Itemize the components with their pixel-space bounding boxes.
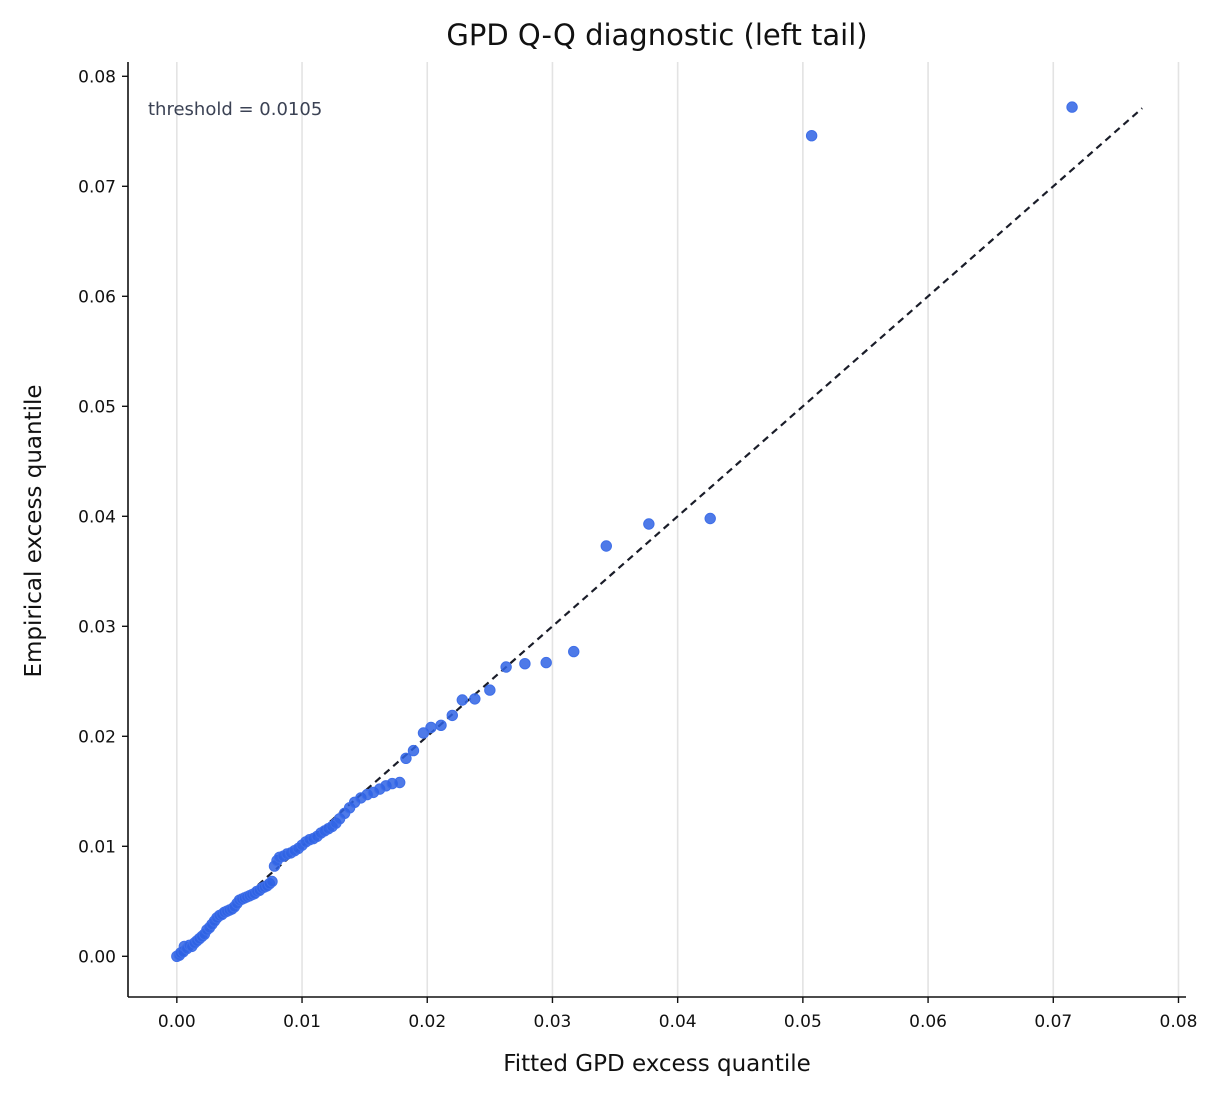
data-point-77 — [484, 684, 496, 696]
data-point-75 — [456, 694, 469, 706]
x-tick-label-8: 0.08 — [1160, 1012, 1198, 1032]
data-point-70 — [407, 744, 420, 757]
data-point-68 — [393, 776, 406, 789]
points-layer — [171, 101, 1078, 962]
reference-line-layer — [176, 107, 1143, 958]
x-tick-label-2: 0.02 — [408, 1012, 446, 1032]
data-point-71 — [417, 727, 430, 739]
grid — [176, 62, 1180, 997]
x-ticks: 0.00 0.01 0.02 0.03 0.04 0.05 0.06 0.07 0.08 — [158, 997, 1198, 1032]
x-tick-label-5: 0.05 — [784, 1012, 822, 1032]
data-point-83 — [643, 518, 655, 530]
data-point-78 — [500, 661, 512, 673]
x-tick-label-4: 0.04 — [659, 1012, 697, 1032]
data-point-82 — [600, 540, 612, 552]
y-tick-label-6: 0.06 — [78, 287, 116, 307]
x-axis-label: Fitted GPD excess quantile — [503, 1051, 811, 1077]
x-tick-label-6: 0.06 — [909, 1012, 947, 1032]
y-tick-label-3: 0.03 — [78, 617, 116, 637]
y-tick-label-0: 0.00 — [78, 947, 116, 967]
y-ticks: 0.00 0.01 0.02 0.03 0.04 0.05 0.06 0.07 0.08 — [78, 67, 128, 967]
y-axis-label: Empirical excess quantile — [21, 384, 47, 677]
x-tick-label-7: 0.07 — [1034, 1012, 1072, 1032]
data-point-80 — [540, 656, 552, 669]
data-point-76 — [469, 693, 481, 705]
data-point-86 — [1066, 101, 1078, 113]
y-tick-label-1: 0.01 — [78, 837, 116, 857]
data-point-69 — [400, 752, 412, 764]
y-tick-label-2: 0.02 — [78, 727, 116, 747]
data-point-74 — [446, 709, 458, 722]
y-tick-label-7: 0.07 — [78, 177, 116, 197]
x-tick-label-0: 0.00 — [158, 1012, 196, 1032]
data-point-79 — [519, 658, 531, 670]
data-point-84 — [704, 512, 716, 525]
y-tick-label-5: 0.05 — [78, 397, 116, 417]
y-tick-label-8: 0.08 — [78, 67, 116, 87]
threshold-annotation: threshold = 0.0105 — [148, 99, 322, 120]
data-point-39 — [266, 875, 278, 888]
data-point-72 — [425, 721, 437, 734]
x-tick-label-1: 0.01 — [283, 1012, 321, 1032]
data-point-81 — [568, 645, 580, 658]
x-tick-label-3: 0.03 — [534, 1012, 572, 1032]
data-point-85 — [805, 130, 818, 142]
chart-title: GPD Q-Q diagnostic (left tail) — [446, 18, 867, 52]
data-point-73 — [435, 719, 447, 731]
axes — [127, 62, 1186, 998]
y-tick-label-4: 0.04 — [78, 507, 116, 527]
reference-line — [176, 107, 1143, 958]
